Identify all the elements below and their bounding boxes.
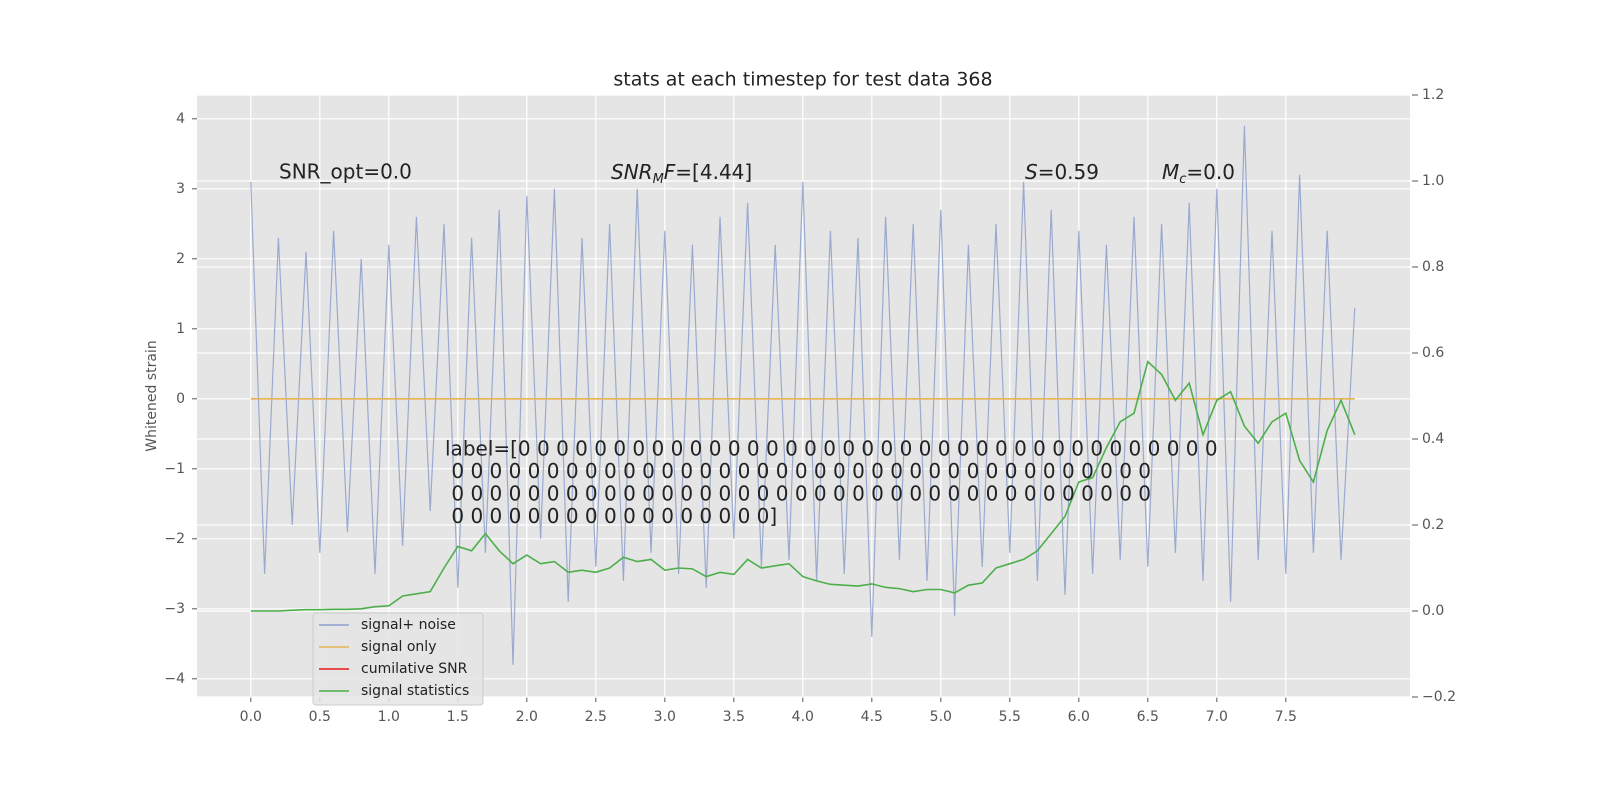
annotation-part: =0.0: [1186, 160, 1235, 184]
label-annotation: 0 0 0 0 0 0 0 0 0 0 0 0 0 0 0 0 0 0 0 0 …: [445, 482, 1151, 506]
annotation-part: c: [1179, 172, 1186, 187]
x-tick-label: 7.0: [1206, 709, 1228, 725]
y-tick-label: 0: [176, 391, 185, 407]
y-tick-label: 1: [176, 321, 185, 337]
y2-tick-label: 0.0: [1422, 603, 1444, 619]
y2-tick-label: 0.4: [1422, 431, 1444, 447]
annotation: Mc=0.0: [1162, 160, 1235, 187]
y2-tick-label: 0.8: [1422, 259, 1444, 275]
legend-label: cumilative SNR: [361, 661, 468, 677]
x-tick-label: 1.5: [447, 709, 469, 725]
x-tick-label: 5.0: [930, 709, 952, 725]
annotation-part: M: [653, 172, 664, 187]
y2-tick-label: 0.2: [1422, 517, 1444, 533]
legend-label: signal statistics: [361, 683, 469, 699]
annotation-part: S: [1025, 160, 1038, 184]
x-tick-label: 0.5: [309, 709, 331, 725]
series-line: [250, 125, 1356, 665]
annotation-part: F: [664, 160, 676, 184]
chart-title: stats at each timestep for test data 368: [613, 69, 992, 91]
x-tick-label: 2.0: [516, 709, 538, 725]
y2-tick-label: 1.2: [1422, 87, 1444, 103]
x-tick-label: 3.0: [654, 709, 676, 725]
annotation-part: SNR: [611, 160, 653, 184]
label-annotation: 0 0 0 0 0 0 0 0 0 0 0 0 0 0 0 0 0 0 0 0 …: [445, 459, 1151, 483]
legend-label: signal only: [361, 639, 436, 655]
legend-box: [312, 612, 484, 706]
x-tick-label: 4.5: [861, 709, 883, 725]
annotation: SNRMF=[4.44]: [611, 160, 752, 187]
series-line: [250, 360, 1356, 612]
annotation: S=0.59: [1025, 160, 1099, 184]
annotation-part: M: [1162, 160, 1179, 184]
y2-tick-label: 0.6: [1422, 345, 1444, 361]
x-tick-label: 7.5: [1275, 709, 1297, 725]
legend-label: signal+ noise: [361, 617, 456, 633]
x-tick-label: 5.5: [999, 709, 1021, 725]
y-tick-label: −3: [164, 601, 185, 617]
annotation-part: =[4.44]: [675, 160, 752, 184]
y-axis-label: Whitened strain: [144, 340, 160, 451]
x-tick-label: 4.0: [792, 709, 814, 725]
annotation-part: =0.59: [1038, 160, 1099, 184]
y2-tick-label: 1.0: [1422, 173, 1444, 189]
y-tick-label: 4: [176, 111, 185, 127]
y-tick-label: −1: [164, 461, 185, 477]
x-tick-label: 6.0: [1068, 709, 1090, 725]
y-tick-label: 2: [176, 251, 185, 267]
y-tick-label: −4: [164, 671, 185, 687]
x-tick-label: 0.0: [240, 709, 262, 725]
x-tick-label: 6.5: [1137, 709, 1159, 725]
y-tick-label: −2: [164, 531, 185, 547]
x-tick-label: 3.5: [723, 709, 745, 725]
label-annotation: 0 0 0 0 0 0 0 0 0 0 0 0 0 0 0 0 0]: [445, 504, 777, 528]
y2-tick-label: −0.2: [1422, 689, 1456, 705]
annotation: SNR_opt=0.0: [279, 160, 412, 184]
x-tick-label: 1.0: [378, 709, 400, 725]
label-annotation: label=[0 0 0 0 0 0 0 0 0 0 0 0 0 0 0 0 0…: [445, 437, 1218, 461]
y-tick-label: 3: [176, 181, 185, 197]
x-tick-label: 2.5: [585, 709, 607, 725]
